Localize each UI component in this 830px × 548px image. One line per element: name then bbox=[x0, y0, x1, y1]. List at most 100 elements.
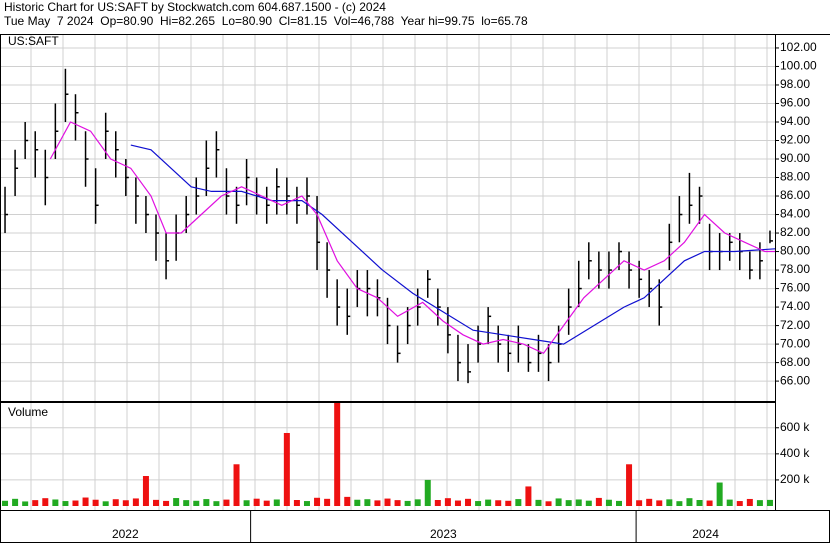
volume-bar bbox=[52, 499, 59, 506]
volume-bar bbox=[203, 499, 210, 506]
volume-tick-label: 400 k bbox=[780, 446, 810, 460]
y-tick-label: 98.00 bbox=[780, 77, 810, 91]
y-tick-label: 70.00 bbox=[780, 336, 810, 350]
volume-bar bbox=[354, 499, 361, 506]
volume-bar bbox=[575, 499, 582, 506]
year-label: 2023 bbox=[430, 527, 457, 541]
volume-tick-label: 600 k bbox=[780, 420, 810, 434]
volume-bar bbox=[465, 498, 472, 506]
volume-bar bbox=[243, 500, 250, 506]
volume-bar bbox=[173, 498, 180, 506]
volume-bar bbox=[12, 498, 19, 506]
y-tick-label: 74.00 bbox=[780, 299, 810, 313]
volume-bar bbox=[414, 499, 421, 506]
volume-bar bbox=[233, 464, 240, 506]
volume-bar bbox=[726, 499, 733, 506]
volume-bar bbox=[756, 500, 763, 506]
volume-bar bbox=[706, 500, 713, 506]
volume-bar bbox=[545, 501, 552, 506]
volume-bar bbox=[626, 464, 633, 506]
y-tick-label: 82.00 bbox=[780, 225, 810, 239]
volume-bar bbox=[535, 499, 542, 506]
volume-bar bbox=[303, 501, 310, 506]
volume-bar bbox=[32, 500, 39, 506]
y-tick-label: 78.00 bbox=[780, 262, 810, 276]
volume-tick-label: 200 k bbox=[780, 472, 810, 486]
volume-bar bbox=[122, 500, 129, 506]
volume-bar bbox=[736, 501, 743, 506]
y-tick-label: 86.00 bbox=[780, 188, 810, 202]
y-tick-label: 94.00 bbox=[780, 114, 810, 128]
moving-average-line bbox=[49, 121, 775, 355]
volume-bar bbox=[424, 479, 431, 506]
volume-bar bbox=[666, 499, 673, 506]
volume-bar bbox=[515, 499, 522, 506]
volume-bar bbox=[676, 501, 683, 506]
volume-bar bbox=[615, 500, 622, 506]
volume-bar bbox=[193, 500, 200, 506]
volume-bar bbox=[223, 499, 230, 506]
y-tick-label: 68.00 bbox=[780, 355, 810, 369]
volume-bar bbox=[475, 501, 482, 506]
volume-bar bbox=[163, 500, 170, 506]
volume-bar bbox=[454, 500, 461, 506]
volume-bar bbox=[404, 500, 411, 506]
y-tick-label: 96.00 bbox=[780, 96, 810, 110]
y-tick-label: 72.00 bbox=[780, 318, 810, 332]
volume-bar bbox=[132, 498, 139, 506]
volume-bar bbox=[485, 499, 492, 506]
y-tick-label: 92.00 bbox=[780, 133, 810, 147]
volume-bar bbox=[42, 498, 49, 506]
y-tick-label: 88.00 bbox=[780, 170, 810, 184]
volume-bar bbox=[334, 403, 341, 506]
year-label: 2022 bbox=[112, 527, 139, 541]
symbol-label: US:SAFT bbox=[8, 34, 59, 48]
volume-bar bbox=[344, 496, 351, 506]
grid-layer bbox=[0, 35, 775, 510]
volume-bar bbox=[656, 500, 663, 506]
volume-bar bbox=[384, 498, 391, 506]
volume-bar bbox=[495, 500, 502, 506]
volume-bar bbox=[565, 500, 572, 506]
volume-bar bbox=[766, 499, 773, 506]
volume-bar bbox=[746, 498, 753, 506]
y-tick-label: 102.00 bbox=[780, 40, 817, 54]
volume-bar bbox=[293, 500, 300, 506]
volume-bar bbox=[605, 499, 612, 506]
volume-bar bbox=[112, 499, 119, 506]
plot-layer bbox=[2, 68, 776, 506]
y-tick-label: 100.00 bbox=[780, 59, 817, 73]
volume-bar bbox=[364, 499, 371, 506]
volume-label: Volume bbox=[8, 405, 48, 419]
volume-bar bbox=[595, 497, 602, 506]
volume-bar bbox=[273, 499, 280, 506]
y-tick-label: 90.00 bbox=[780, 151, 810, 165]
y-tick-label: 76.00 bbox=[780, 281, 810, 295]
volume-bar bbox=[213, 501, 220, 506]
volume-bar bbox=[696, 500, 703, 506]
volume-bar bbox=[22, 501, 29, 506]
chart-subtitle: Tue May 7 2024 Op=80.90 Hi=82.265 Lo=80.… bbox=[4, 14, 528, 28]
volume-bar bbox=[394, 500, 401, 506]
volume-bar bbox=[636, 500, 643, 506]
volume-bar bbox=[153, 499, 160, 506]
volume-bar bbox=[283, 432, 290, 506]
moving-average-line bbox=[130, 144, 776, 345]
volume-bar bbox=[646, 498, 653, 506]
year-label: 2024 bbox=[692, 527, 719, 541]
volume-bar bbox=[525, 486, 532, 506]
chart-title: Historic Chart for US:SAFT by Stockwatch… bbox=[4, 0, 386, 14]
volume-bar bbox=[374, 500, 381, 506]
volume-bar bbox=[585, 500, 592, 506]
volume-bar bbox=[444, 498, 451, 506]
volume-bar bbox=[434, 500, 441, 506]
volume-bar bbox=[555, 498, 562, 506]
volume-bar bbox=[102, 501, 109, 506]
volume-bar bbox=[82, 497, 89, 506]
volume-bar bbox=[505, 500, 512, 506]
volume-bar bbox=[263, 500, 270, 506]
volume-bar bbox=[92, 499, 99, 506]
y-tick-label: 84.00 bbox=[780, 207, 810, 221]
